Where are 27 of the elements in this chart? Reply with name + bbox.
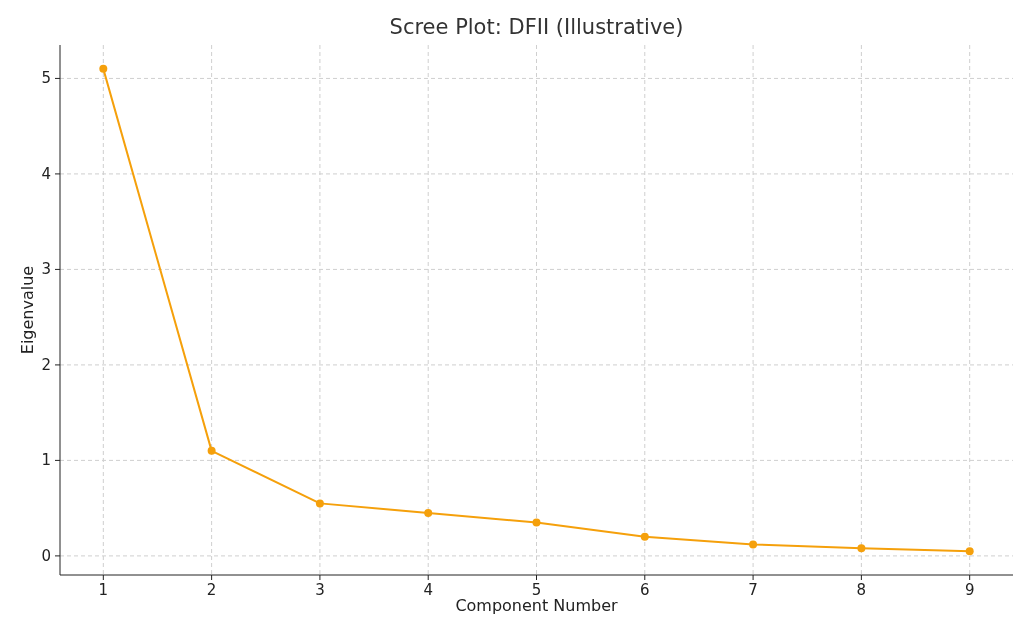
y-tick-label: 5 (41, 69, 51, 88)
point (424, 508, 433, 517)
x-tick-label: 7 (748, 581, 758, 599)
x-tick-label: 3 (315, 581, 325, 599)
x-tick-label: 4 (423, 581, 433, 599)
point (749, 540, 758, 549)
y-axis-title: Eigenvalue (18, 265, 37, 355)
x-axis-title: Component Number (455, 596, 619, 615)
y-tick-label: 2 (41, 355, 51, 374)
x-tick-label: 1 (98, 581, 109, 599)
x-tick-label: 5 (531, 581, 542, 599)
point (99, 64, 108, 73)
chart-title: Scree Plot: DFII (Illustrative) (389, 15, 684, 39)
y-tick-label: 1 (41, 451, 51, 470)
point (315, 499, 324, 508)
point (640, 532, 649, 541)
y-tick-label: 0 (41, 546, 51, 565)
point (857, 544, 866, 553)
x-tick-label: 9 (964, 581, 975, 599)
point (965, 547, 974, 556)
x-tick-label: 8 (856, 581, 867, 599)
y-tick-label: 4 (41, 164, 51, 183)
y-tick-label: 3 (41, 260, 51, 279)
point (207, 446, 216, 455)
x-tick-label: 6 (640, 581, 650, 599)
x-tick-label: 2 (206, 581, 217, 599)
point (532, 518, 541, 527)
